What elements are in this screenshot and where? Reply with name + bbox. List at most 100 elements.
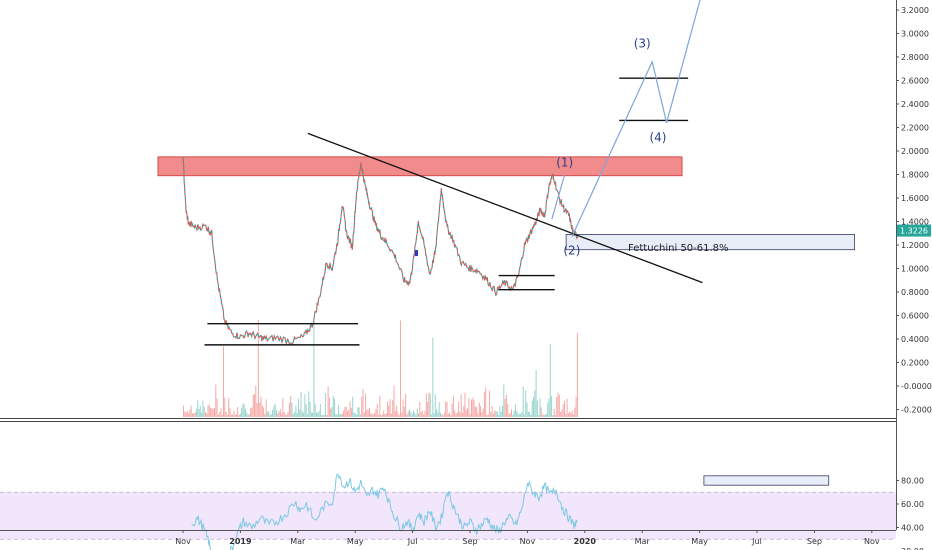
volume-bar <box>543 414 545 417</box>
volume-bar <box>332 395 334 417</box>
volume-bar <box>242 403 244 417</box>
volume-bar <box>366 409 368 417</box>
price-tick-label: 2.0000 <box>901 147 929 156</box>
volume-bar <box>551 396 553 417</box>
volume-bar <box>232 414 234 417</box>
volume-bar <box>294 411 296 417</box>
price-tick-label: 1.2000 <box>901 241 929 250</box>
volume-bar <box>477 413 479 417</box>
volume-bar <box>531 401 533 417</box>
volume-bar <box>308 391 310 417</box>
volume-bar <box>549 344 551 417</box>
volume-bar <box>402 399 404 417</box>
wave-1-marker <box>551 174 566 220</box>
price-tick-label: 0.4000 <box>901 335 929 344</box>
volume-bar <box>371 413 373 417</box>
volume-bar <box>406 414 408 417</box>
volume-bar <box>538 415 540 417</box>
volume-bar <box>243 404 245 417</box>
volume-bar <box>300 391 302 417</box>
volume-bar <box>313 322 315 417</box>
volume-bar <box>334 398 336 417</box>
volume-bar <box>322 414 324 417</box>
volume-bar <box>276 410 277 417</box>
fib-retracement-zone <box>565 234 855 251</box>
volume-bar <box>241 408 243 417</box>
volume-bar <box>573 415 574 417</box>
volume-bar <box>221 414 223 417</box>
volume-bar <box>509 412 511 417</box>
volume-bar <box>215 384 217 417</box>
wave-label: (3) <box>634 37 651 51</box>
volume-bar <box>544 414 546 417</box>
rsi-tick-label: 20.00 <box>901 547 924 550</box>
time-tick-label: Sep <box>462 537 477 546</box>
time-tick-label: Mar <box>635 537 651 546</box>
volume-bar <box>273 405 275 417</box>
volume-bar <box>354 413 356 417</box>
volume-bar <box>236 414 237 417</box>
volume-bar <box>555 414 556 417</box>
volume-bar <box>383 410 385 417</box>
last-price-label: 1.3226 <box>900 227 928 236</box>
price-tick-label: 2.6000 <box>901 77 929 86</box>
volume-bar <box>561 409 563 417</box>
volume-bar <box>390 413 392 417</box>
volume-bar <box>361 396 363 417</box>
price-tick-label: 2.8000 <box>901 53 929 62</box>
volume-bar <box>291 402 293 417</box>
volume-bar <box>564 400 565 417</box>
volume-bar <box>428 392 430 417</box>
volume-bar <box>514 404 516 417</box>
rsi-box <box>703 475 830 486</box>
volume-bar <box>301 411 303 417</box>
volume-bar <box>288 402 290 417</box>
price-tick-label: 0.2000 <box>901 359 929 368</box>
volume-bar <box>521 412 523 417</box>
volume-bar <box>431 414 432 417</box>
volume-bar <box>256 403 258 417</box>
resistance-zone <box>157 156 683 177</box>
volume-bar <box>437 411 439 417</box>
volume-bar <box>398 414 400 417</box>
volume-bar <box>207 405 209 417</box>
volume-bar <box>526 402 528 417</box>
volume-bar <box>432 338 434 417</box>
volume-bar <box>387 401 389 417</box>
volume-bar <box>451 403 453 417</box>
volume-bar <box>202 400 204 417</box>
price-tick-label: 1.0000 <box>901 265 929 274</box>
time-tick-label: Mar <box>290 537 306 546</box>
volume-bar <box>524 414 525 417</box>
volume-bar <box>314 403 316 417</box>
volume-bar <box>307 414 308 417</box>
volume-bar <box>357 407 359 417</box>
volume-bar <box>571 410 573 417</box>
time-tick-label: 2020 <box>574 537 597 546</box>
volume-bar <box>542 414 543 417</box>
volume-bar <box>495 410 497 417</box>
volume-bar <box>487 414 489 417</box>
volume-bar <box>233 410 235 417</box>
volume-bar <box>389 399 391 417</box>
volume-bar <box>319 404 321 417</box>
volume-bar <box>268 411 270 417</box>
volume-bar <box>193 413 195 417</box>
volume-bar <box>277 413 279 417</box>
volume-bar <box>379 395 381 417</box>
volume-bar <box>251 407 253 417</box>
volume-bar <box>483 391 485 417</box>
volume-bar <box>496 411 498 417</box>
volume-bar <box>467 408 469 417</box>
volume-bar <box>214 408 215 417</box>
volume-bar <box>540 407 542 417</box>
volume-bar <box>264 413 266 417</box>
volume-bar <box>246 412 248 417</box>
volume-bar <box>353 412 355 417</box>
volume-bar <box>385 413 387 417</box>
volume-bar <box>456 412 458 417</box>
volume-bar <box>478 402 480 417</box>
volume-bar <box>419 401 421 417</box>
